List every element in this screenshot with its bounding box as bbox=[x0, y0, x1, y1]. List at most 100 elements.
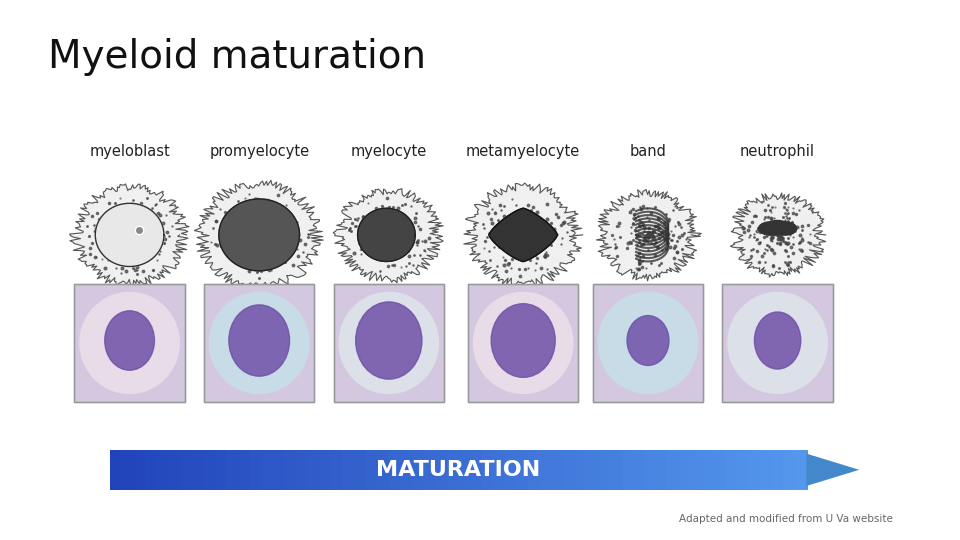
Polygon shape bbox=[219, 199, 300, 271]
Polygon shape bbox=[806, 454, 859, 486]
Ellipse shape bbox=[80, 293, 180, 393]
Bar bbox=[377, 449, 391, 490]
Bar bbox=[238, 449, 252, 490]
Bar bbox=[713, 449, 727, 490]
Text: myeloblast: myeloblast bbox=[89, 144, 170, 159]
Bar bbox=[551, 449, 564, 490]
Bar bbox=[586, 449, 599, 490]
FancyBboxPatch shape bbox=[204, 284, 315, 402]
Bar bbox=[168, 449, 182, 490]
Bar bbox=[690, 449, 704, 490]
Bar bbox=[723, 284, 833, 402]
Bar bbox=[656, 449, 669, 490]
Bar bbox=[354, 449, 368, 490]
Bar bbox=[493, 449, 507, 490]
Polygon shape bbox=[773, 222, 797, 235]
Bar bbox=[435, 449, 448, 490]
Polygon shape bbox=[731, 193, 826, 277]
Ellipse shape bbox=[728, 293, 828, 393]
Bar bbox=[400, 449, 414, 490]
FancyBboxPatch shape bbox=[593, 284, 703, 402]
Polygon shape bbox=[596, 190, 701, 281]
Polygon shape bbox=[194, 180, 324, 290]
Bar bbox=[343, 449, 356, 490]
Bar bbox=[528, 449, 541, 490]
Bar bbox=[145, 449, 158, 490]
Bar bbox=[725, 449, 738, 490]
Bar bbox=[334, 284, 444, 402]
Bar bbox=[516, 449, 530, 490]
Ellipse shape bbox=[339, 293, 439, 393]
Bar bbox=[412, 449, 425, 490]
Bar bbox=[597, 449, 612, 490]
Polygon shape bbox=[489, 208, 558, 261]
Polygon shape bbox=[95, 204, 164, 266]
Polygon shape bbox=[766, 220, 789, 234]
Text: Myeloid maturation: Myeloid maturation bbox=[48, 38, 426, 76]
Text: band: band bbox=[630, 144, 666, 159]
Ellipse shape bbox=[105, 311, 155, 370]
Bar bbox=[633, 449, 646, 490]
Polygon shape bbox=[358, 208, 415, 261]
Bar bbox=[749, 449, 762, 490]
Bar bbox=[110, 449, 124, 490]
Bar bbox=[760, 449, 774, 490]
Bar bbox=[505, 449, 518, 490]
Bar bbox=[122, 449, 135, 490]
FancyBboxPatch shape bbox=[334, 284, 444, 402]
Polygon shape bbox=[70, 184, 189, 287]
Bar bbox=[644, 449, 658, 490]
Bar bbox=[296, 449, 309, 490]
Text: metamyelocyte: metamyelocyte bbox=[466, 144, 581, 159]
Bar bbox=[621, 449, 635, 490]
Polygon shape bbox=[333, 188, 444, 283]
Bar bbox=[679, 449, 692, 490]
Bar bbox=[215, 449, 228, 490]
Bar bbox=[192, 449, 205, 490]
Text: myelocyte: myelocyte bbox=[350, 144, 427, 159]
Bar bbox=[783, 449, 797, 490]
Bar bbox=[133, 449, 147, 490]
Bar bbox=[284, 449, 298, 490]
Bar bbox=[574, 449, 588, 490]
Bar bbox=[795, 449, 808, 490]
Bar bbox=[204, 449, 217, 490]
Ellipse shape bbox=[755, 312, 801, 369]
Bar bbox=[563, 449, 576, 490]
Bar bbox=[204, 284, 315, 402]
Bar bbox=[470, 449, 484, 490]
Bar bbox=[446, 449, 460, 490]
FancyBboxPatch shape bbox=[468, 284, 578, 402]
Bar bbox=[227, 449, 240, 490]
Bar bbox=[540, 449, 553, 490]
Bar bbox=[156, 449, 170, 490]
Bar bbox=[737, 449, 751, 490]
Polygon shape bbox=[464, 183, 583, 286]
Bar bbox=[772, 449, 785, 490]
Bar bbox=[250, 449, 263, 490]
Bar bbox=[593, 284, 703, 402]
Ellipse shape bbox=[355, 302, 422, 379]
Ellipse shape bbox=[228, 305, 290, 376]
Bar bbox=[423, 449, 437, 490]
Bar bbox=[261, 449, 275, 490]
Bar bbox=[610, 449, 623, 490]
Bar bbox=[319, 449, 333, 490]
Ellipse shape bbox=[209, 293, 309, 393]
Bar bbox=[459, 449, 472, 490]
Text: Adapted and modified from U Va website: Adapted and modified from U Va website bbox=[679, 514, 893, 524]
FancyBboxPatch shape bbox=[723, 284, 833, 402]
Bar bbox=[180, 449, 194, 490]
Bar bbox=[389, 449, 402, 490]
Bar bbox=[366, 449, 379, 490]
FancyBboxPatch shape bbox=[75, 284, 184, 402]
Bar bbox=[273, 449, 286, 490]
Ellipse shape bbox=[473, 293, 573, 393]
Bar bbox=[75, 284, 184, 402]
Bar bbox=[331, 449, 345, 490]
Ellipse shape bbox=[598, 293, 698, 393]
Bar bbox=[307, 449, 321, 490]
Text: promyelocyte: promyelocyte bbox=[209, 144, 309, 159]
Ellipse shape bbox=[492, 303, 555, 377]
Text: neutrophil: neutrophil bbox=[740, 144, 815, 159]
